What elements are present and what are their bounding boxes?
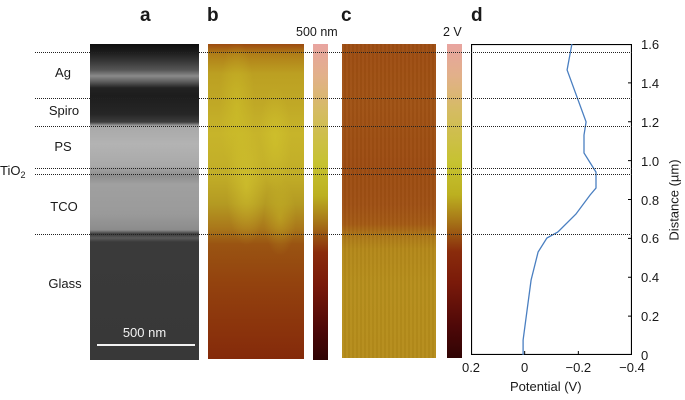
potential-profile-plot: [471, 44, 632, 355]
y-tick-label: 0.2: [641, 309, 660, 325]
plot-frame: [471, 44, 632, 355]
interface-line: [35, 52, 632, 53]
y-tick-label: 0.6: [641, 231, 660, 247]
y-tick-label: 1.6: [641, 37, 660, 52]
y-tick-label: 0.8: [641, 192, 660, 208]
y-tick-label: 0.4: [641, 270, 660, 286]
x-tick-label: 0: [521, 360, 529, 375]
layer-label-tco: TCO: [50, 199, 78, 214]
x-tick-label: −0.4: [619, 360, 645, 375]
colorbar-potential: [447, 44, 462, 358]
panel-letter-d: d: [471, 5, 483, 26]
layer-label-spiro: Spiro: [48, 103, 80, 118]
colorbar-b-max-label: 500 nm: [296, 25, 338, 39]
y-tick-label: 1.4: [641, 75, 660, 91]
layer-label-tio2: TiO2: [0, 163, 26, 180]
x-tick-label: 0.2: [461, 360, 481, 375]
interface-line: [35, 234, 632, 235]
y-axis-ticks: [628, 44, 632, 355]
x-axis-ticks: [524, 351, 579, 355]
panel-letter-b: b: [207, 5, 219, 26]
y-tick-label: 0: [641, 348, 649, 363]
layer-label-ag: Ag: [55, 65, 71, 80]
x-axis-title: Potential (V): [510, 379, 582, 394]
afm-topography-image: [208, 44, 304, 359]
interface-line: [35, 174, 632, 175]
interface-line: [35, 98, 632, 99]
layer-label-glass: Glass: [48, 276, 82, 291]
layer-label-ps: PS: [54, 139, 72, 154]
panel-letter-a: a: [140, 5, 151, 26]
potential-curve: [522, 44, 597, 355]
y-tick-label: 1.2: [641, 114, 660, 130]
colorbar-c-max-label: 2 V: [443, 25, 462, 39]
kpfm-potential-image: [342, 44, 436, 358]
sem-cross-section-image: 500 nm: [90, 44, 199, 360]
y-axis-title: Distance (µm): [666, 159, 682, 241]
scale-bar: [97, 344, 195, 346]
interface-line: [35, 168, 632, 169]
y-tick-label: 1.0: [641, 153, 660, 169]
x-tick-label: −0.2: [565, 360, 592, 375]
panel-letter-c: c: [341, 5, 352, 26]
scale-bar-label: 500 nm: [122, 325, 167, 340]
interface-line: [35, 126, 632, 127]
colorbar-topography: [313, 44, 328, 360]
